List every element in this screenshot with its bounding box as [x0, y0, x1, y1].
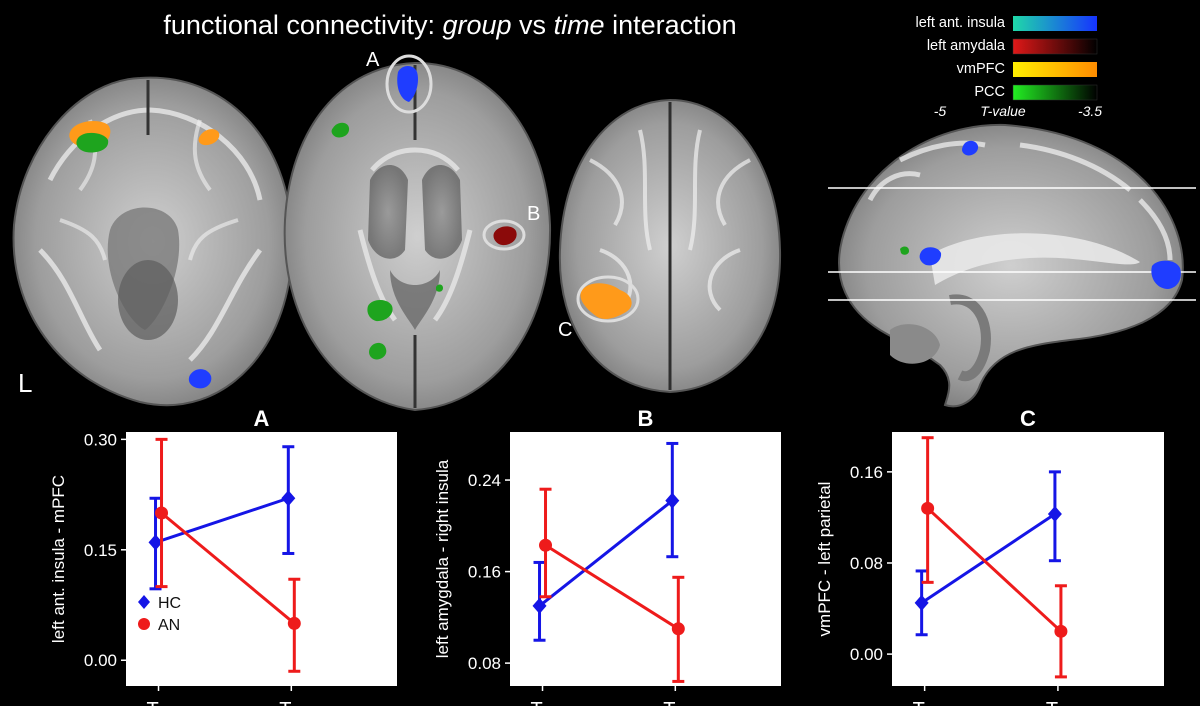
panel-label: B — [638, 406, 654, 431]
chart-panel-c: C 0.00 0.08 0.16 vmPFC - left parietal T1 T2 — [815, 406, 1164, 706]
y-tick-label: 0.08 — [468, 654, 501, 673]
y-tick-label: 0.15 — [84, 541, 117, 560]
pcc-blob-sagittal — [900, 246, 909, 255]
chart-panel-a: A 0.00 0.15 0.30 left ant. insula - mPFC T1 T2… — [49, 406, 397, 706]
data-point-an — [671, 622, 685, 636]
y-tick-label: 0.30 — [84, 430, 117, 449]
legend-marker-hc — [138, 595, 150, 609]
x-tick-label: T2 — [663, 699, 683, 706]
roi-label-c: C — [558, 319, 572, 341]
series-line-hc — [538, 499, 674, 608]
brain-slice-sagittal — [838, 123, 1184, 408]
legend-label-vmpfc: vmPFC — [957, 61, 1005, 77]
x-tick-label: T2 — [1046, 699, 1066, 706]
pcc-blob-slice2-dot — [436, 284, 443, 292]
data-point-an — [1054, 624, 1068, 638]
y-axis-label: left amygdala - right insula — [433, 459, 452, 658]
roi-ring-c — [576, 275, 640, 323]
y-tick-label: 0.00 — [850, 645, 883, 664]
pcc-blob-slice2-mid — [367, 300, 393, 322]
roi-ring-a — [385, 54, 433, 114]
roi-label-a: A — [366, 49, 380, 71]
legend-label-amygdala: left amydala — [927, 38, 1006, 54]
legend-bar-vmpfc — [1013, 62, 1097, 77]
x-tick-label: T2 — [279, 699, 299, 706]
title-part-2: interaction — [604, 10, 737, 40]
series-line-an — [160, 511, 296, 625]
title-part-1: functional connectivity: — [163, 10, 443, 40]
roi-ring-b — [482, 219, 526, 251]
series-line-an — [926, 507, 1062, 633]
legend-label-insula: left ant. insula — [916, 15, 1006, 31]
data-point-hc — [665, 492, 680, 509]
data-point-an — [921, 501, 935, 515]
series-line-an — [544, 544, 680, 631]
legend-bar-insula — [1013, 16, 1097, 31]
insula-blob-slice2 — [397, 66, 419, 102]
data-point-hc — [281, 490, 296, 507]
series-line-hc — [920, 512, 1056, 605]
y-axis-label: left ant. insula - mPFC — [49, 475, 68, 643]
legend-scale-min: -5 — [934, 103, 947, 119]
x-tick-label: T1 — [913, 699, 933, 706]
title-group-word: group — [442, 10, 512, 40]
pcc-blob-slice1 — [76, 132, 109, 153]
legend-text-an: AN — [158, 617, 180, 634]
vmpfc-blob-slice1-right — [198, 129, 220, 146]
title-vs: vs — [511, 10, 554, 40]
y-tick-label: 0.24 — [468, 471, 501, 490]
y-tick-label: 0.00 — [84, 651, 117, 670]
data-point-an — [539, 538, 553, 552]
plot-area — [126, 432, 397, 686]
legend-label-pcc: PCC — [974, 84, 1005, 100]
data-point-hc — [914, 594, 929, 611]
legend-text-hc: HC — [158, 595, 181, 612]
insula-blob-sagittal-front — [1151, 260, 1181, 289]
legend-scale-max: -3.5 — [1078, 103, 1102, 119]
figure-title: functional connectivity: group vs time i… — [0, 10, 900, 41]
amygdala-blob-slice2 — [493, 226, 517, 246]
insula-blob-sagittal-top — [962, 140, 979, 156]
plots-group: A 0.00 0.15 0.30 left ant. insula - mPFC T1 T2… — [49, 406, 1164, 706]
vmpfc-blob-slice3 — [580, 283, 632, 319]
roi-label-b: B — [527, 203, 540, 225]
plot-area — [892, 432, 1164, 686]
legend-marker-an — [138, 618, 150, 630]
insula-blob-slice1 — [188, 369, 212, 389]
data-point-an — [287, 616, 301, 630]
y-tick-label: 0.16 — [850, 463, 883, 482]
panel-label: A — [254, 406, 270, 431]
pcc-blob-slice2-back — [369, 342, 387, 360]
data-point-hc — [148, 534, 163, 551]
panel-label: C — [1020, 406, 1036, 431]
legend-bar-amygdala — [1012, 38, 1098, 55]
legend-scale-label: T-value — [980, 103, 1026, 119]
data-point-hc — [532, 597, 547, 614]
plot-area — [510, 432, 781, 686]
x-tick-label: T1 — [531, 699, 551, 706]
data-point-an — [155, 506, 169, 520]
title-time-word: time — [553, 10, 605, 40]
pcc-blob-slice2-front — [331, 122, 350, 138]
legend-bar-pcc — [1012, 84, 1098, 101]
color-legend: left ant. insula left amydala vmPFC PCC … — [916, 15, 1103, 119]
left-hemisphere-label: L — [18, 368, 32, 398]
y-tick-label: 0.08 — [850, 554, 883, 573]
y-tick-label: 0.16 — [468, 563, 501, 582]
brain-slice-axial-1 — [12, 76, 294, 407]
brain-slice-axial-3 — [558, 98, 782, 394]
data-point-hc — [1047, 506, 1062, 523]
insula-blob-sagittal-mid — [919, 247, 942, 266]
series-line-hc — [155, 496, 289, 544]
chart-panel-b: B 0.08 0.16 0.24 left amygdala - right insul… — [433, 406, 781, 706]
y-axis-label: vmPFC - left parietal — [815, 482, 834, 637]
brain-slice-axial-2 — [283, 61, 552, 412]
x-tick-label: T1 — [147, 699, 167, 706]
